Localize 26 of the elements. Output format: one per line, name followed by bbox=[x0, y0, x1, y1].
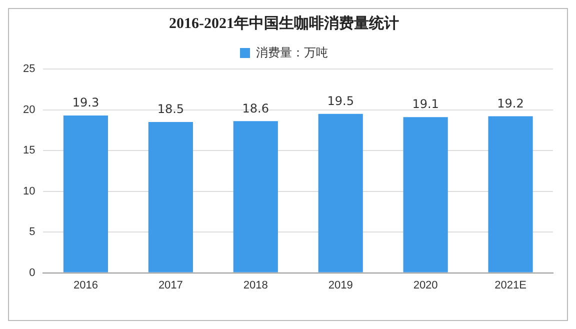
y-tick-label: 25 bbox=[22, 63, 36, 76]
y-tick-label: 10 bbox=[22, 185, 36, 198]
y-tick-label: 0 bbox=[29, 266, 36, 279]
data-label: 18.5 bbox=[157, 102, 184, 116]
y-tick-label: 5 bbox=[29, 226, 36, 238]
x-tick-label: 2020 bbox=[413, 279, 438, 292]
y-tick-label: 20 bbox=[22, 104, 36, 116]
x-tick-label: 2019 bbox=[328, 279, 353, 292]
bar bbox=[403, 117, 448, 272]
x-tick-label: 2016 bbox=[73, 279, 98, 292]
bar bbox=[63, 115, 108, 272]
data-label: 18.6 bbox=[242, 101, 269, 116]
x-tick-label: 2018 bbox=[243, 279, 268, 292]
x-tick-label: 2021E bbox=[494, 279, 526, 292]
y-tick-label: 15 bbox=[22, 144, 36, 157]
data-label: 19.3 bbox=[72, 96, 100, 110]
bar bbox=[148, 122, 193, 272]
chart-title: 2016-2021年中国生咖啡消费量统计 bbox=[169, 14, 399, 32]
bar bbox=[318, 114, 363, 272]
data-label: 19.2 bbox=[497, 96, 524, 110]
bar bbox=[488, 116, 533, 272]
x-tick-label: 2017 bbox=[158, 279, 183, 292]
data-label: 19.5 bbox=[327, 94, 354, 108]
data-label: 19.1 bbox=[412, 97, 439, 112]
bar bbox=[233, 121, 278, 272]
legend-label: 消费量：万吨 bbox=[256, 45, 328, 60]
